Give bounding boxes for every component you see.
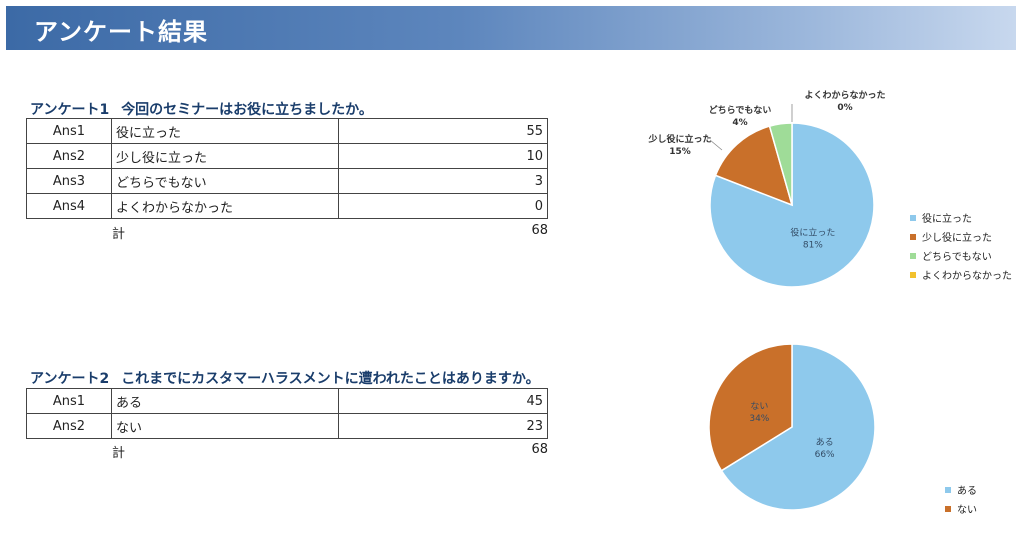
slice-category-label: ある: [816, 437, 834, 448]
legend-label: ない: [957, 505, 977, 516]
header-bar: アンケート結果: [6, 6, 1016, 50]
legend-label: どちらでもない: [922, 252, 992, 263]
legend-swatch: [910, 214, 916, 221]
answer-id: Ans2: [26, 143, 112, 169]
slice-percent-label: 4%: [732, 118, 747, 128]
slice-percent-label: 34%: [749, 414, 769, 424]
survey2-table: Ans1 ある 45 Ans2 ない 23: [26, 388, 548, 439]
survey2-number: アンケート2: [30, 371, 110, 387]
pie-slice: [708, 343, 793, 472]
answer-count: 55: [338, 118, 548, 144]
total-label: 計: [112, 446, 126, 461]
survey2-question: これまでにカスタマーハラスメントに遭われたことはありますか。: [121, 371, 540, 387]
slice-category-label: 役に立った: [790, 226, 835, 238]
survey1-title: アンケート1 今回のセミナーはお役に立ちましたか。: [30, 99, 373, 119]
slice-percent-label: 0%: [837, 103, 852, 113]
legend-swatch: [910, 233, 916, 240]
answer-label: どちらでもない: [111, 168, 339, 194]
answer-label: 役に立った: [111, 118, 339, 144]
survey1-number: アンケート1: [30, 102, 110, 118]
legend-item: 役に立った: [910, 208, 1012, 227]
slice-percent-label: 15%: [669, 147, 691, 157]
survey1-legend: 役に立った 少し役に立った どちらでもない よくわからなかった: [910, 208, 1012, 284]
survey2-title: アンケート2 これまでにカスタマーハラスメントに遭われたことはありますか。: [30, 368, 540, 388]
answer-count: 45: [338, 388, 548, 414]
legend-item: 少し役に立った: [910, 227, 1012, 246]
leader-line: [709, 139, 723, 151]
survey1-pie-chart: 役に立った 81% 少し役に立った 15% どちらでもない 4% よくわからなかった 0%: [647, 90, 886, 288]
legend-swatch: [945, 486, 951, 493]
legend-item: ない: [945, 499, 977, 518]
answer-id: Ans1: [26, 118, 112, 144]
answer-id: Ans4: [26, 193, 112, 219]
legend-item: どちらでもない: [910, 246, 1012, 265]
legend-swatch: [945, 505, 951, 512]
answer-count: 0: [338, 193, 548, 219]
answer-label: ない: [111, 413, 339, 439]
survey2-pie-chart: ある 66% ない 34%: [708, 343, 876, 511]
answer-count: 10: [338, 143, 548, 169]
total-value: 68: [531, 442, 548, 457]
answer-id: Ans1: [26, 388, 112, 414]
slice-category-label: 少し役に立った: [647, 133, 711, 145]
slice-percent-label: 66%: [815, 450, 835, 460]
table-row: Ans4 よくわからなかった 0: [26, 193, 548, 219]
legend-item: よくわからなかった: [910, 265, 1012, 284]
survey2-legend: ある ない: [945, 480, 977, 518]
page-title: アンケート結果: [34, 18, 209, 46]
table-row: Ans1 役に立った 55: [26, 118, 548, 144]
table-row: Ans1 ある 45: [26, 388, 548, 414]
legend-label: ある: [957, 486, 977, 497]
answer-label: よくわからなかった: [111, 193, 339, 219]
answer-id: Ans3: [26, 168, 112, 194]
survey1-question: 今回のセミナーはお役に立ちましたか。: [121, 102, 373, 118]
slice-category-label: ない: [750, 401, 768, 412]
legend-swatch: [910, 271, 916, 278]
table-row: Ans3 どちらでもない 3: [26, 168, 548, 194]
pie-slice: [768, 122, 793, 206]
pie-slice: [720, 343, 876, 511]
answer-count: 3: [338, 168, 548, 194]
total-value: 68: [531, 223, 548, 238]
slice-percent-label: 81%: [803, 240, 823, 250]
legend-label: 少し役に立った: [922, 233, 992, 244]
answer-label: 少し役に立った: [111, 143, 339, 169]
legend-item: ある: [945, 480, 977, 499]
legend-swatch: [910, 252, 916, 259]
answer-label: ある: [111, 388, 339, 414]
answer-id: Ans2: [26, 413, 112, 439]
survey1-table: Ans1 役に立った 55 Ans2 少し役に立った 10 Ans3 どちらでも…: [26, 118, 548, 219]
legend-label: よくわからなかった: [922, 271, 1012, 282]
total-label: 計: [112, 227, 126, 242]
answer-count: 23: [338, 413, 548, 439]
table-row: Ans2 ない 23: [26, 413, 548, 439]
pie-slice: [709, 122, 875, 288]
slice-category-label: どちらでもない: [709, 104, 772, 116]
table-row: Ans2 少し役に立った 10: [26, 143, 548, 169]
legend-label: 役に立った: [922, 214, 972, 225]
slice-category-label: よくわからなかった: [804, 90, 885, 101]
pie-slice: [714, 125, 794, 207]
